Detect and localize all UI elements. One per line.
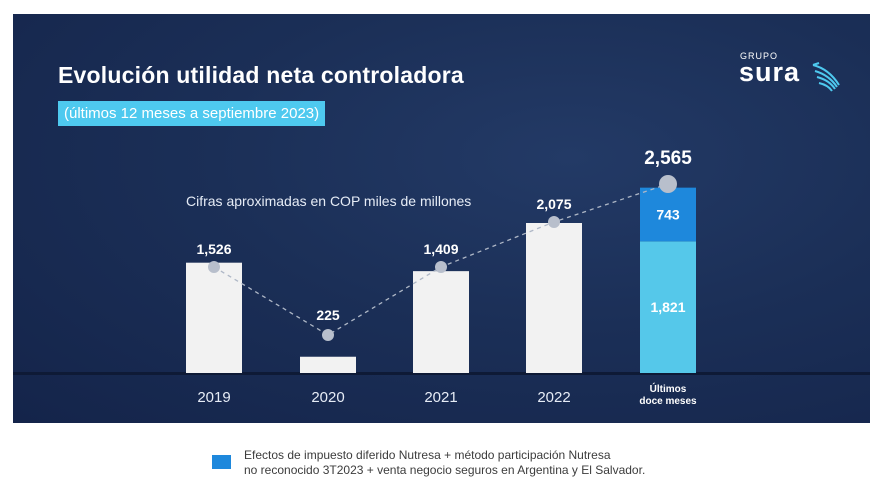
legend-line-1: Efectos de impuesto diferido Nutresa + m… [244,448,611,462]
value-label-0: 1,526 [196,241,231,257]
category-label-4-line-1: doce meses [639,396,697,407]
bar-chart: 1,821 743 1,526 225 1,409 2,075 2,565 2019 2020 2… [13,148,870,407]
legend-line-2: no reconocido 3T2023 + venta negocio seg… [244,463,646,477]
chart-subtitle: (últimos 12 meses a septiembre 2023) [58,101,326,126]
value-label-4: 2,565 [644,148,692,169]
category-label-4-line-0: Últimos [650,382,687,395]
units-note: Cifras aproximadas en COP miles de millo… [186,193,472,209]
bar-segment-base [640,241,696,373]
value-label-1: 225 [316,307,340,323]
logo-wings-icon [812,62,840,92]
category-label-0: 2019 [197,389,230,406]
trend-point-2 [435,261,447,273]
legend-swatch [212,455,231,469]
chart-slide: Evolución utilidad neta controladora (úl… [13,14,870,423]
trend-point-1 [322,329,334,341]
value-label-3: 2,075 [536,196,571,212]
bar-2020 [300,356,356,373]
bar-2022 [526,223,582,373]
category-label-2: 2021 [424,389,457,406]
segment-label-effects: 743 [656,207,680,223]
bar-2019 [186,262,242,373]
segment-label-base: 1,821 [650,299,685,315]
legend-text: Efectos de impuesto diferido Nutresa + m… [244,448,694,478]
logo-grupo-text: GRUPO [740,51,779,61]
trend-point-3 [548,216,560,228]
category-label-3: 2022 [537,389,570,406]
trend-point-0 [208,261,220,273]
category-label-1: 2020 [311,389,344,406]
logo-sura-text: sura [739,57,801,87]
bar-2021 [413,271,469,373]
chart-title: Evolución utilidad neta controladora [58,62,464,88]
value-label-2: 1,409 [423,241,458,257]
trend-point-4 [659,175,677,193]
bar-segment-effects [640,187,696,242]
